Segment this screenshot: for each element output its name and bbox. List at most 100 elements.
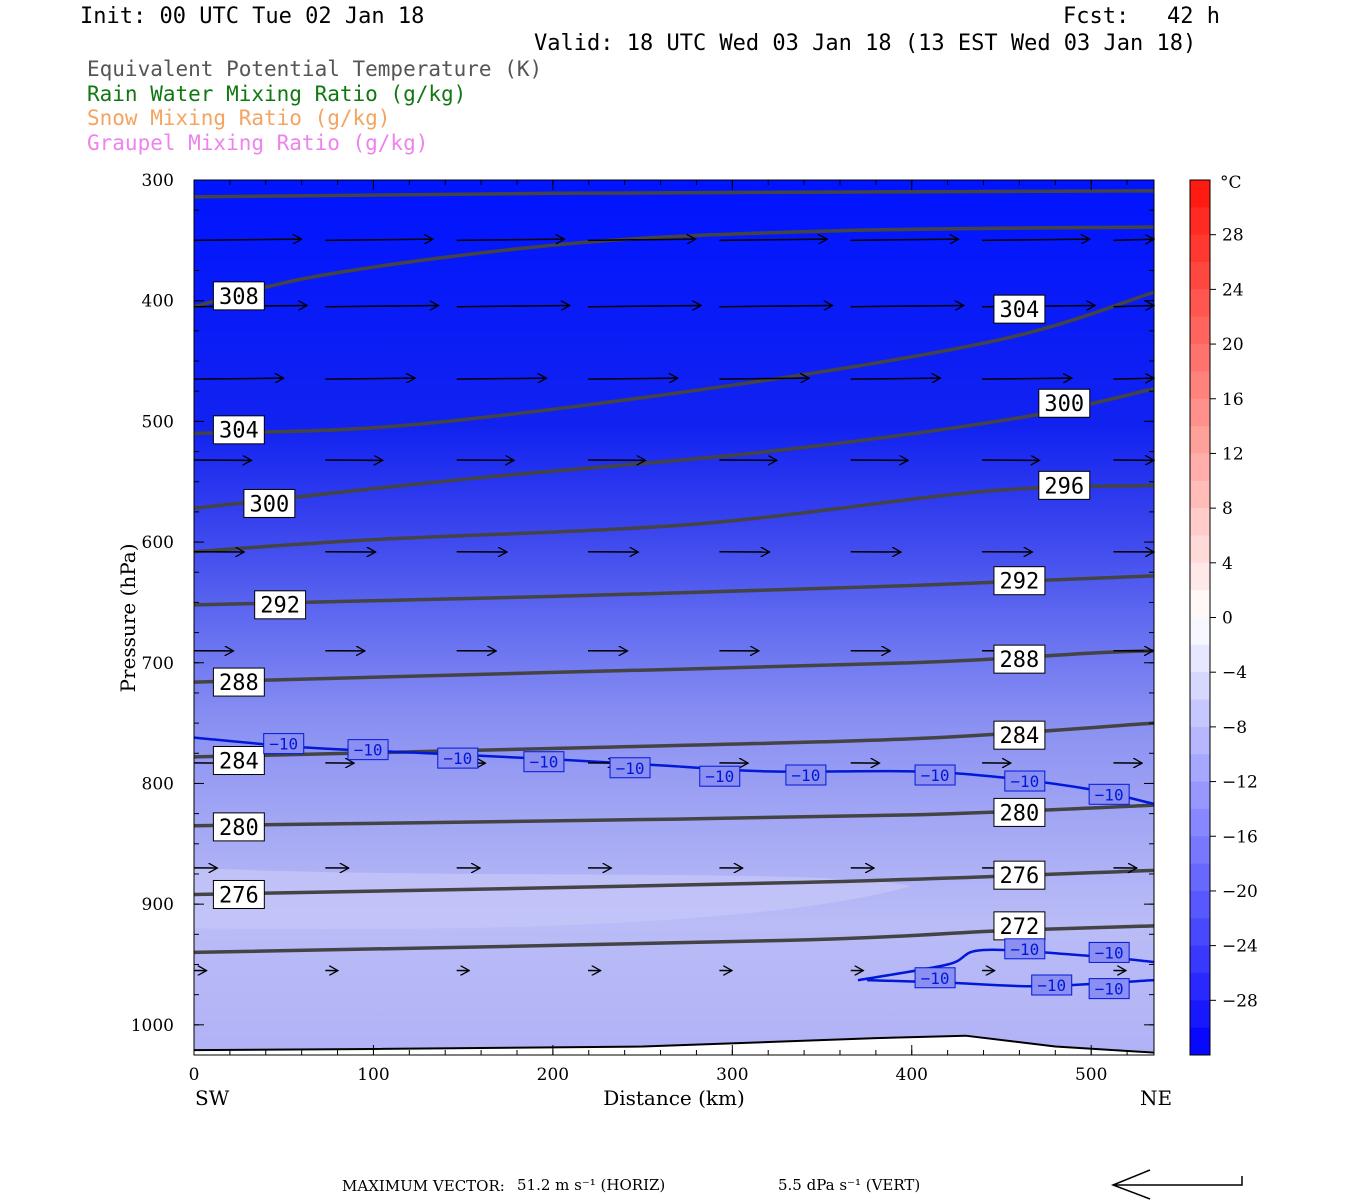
colorbar-step [1190,945,1210,974]
colorbar-tick-label: 0 [1222,609,1233,629]
colorbar-step [1190,316,1210,345]
wind-vector [850,305,964,306]
theta-e-line-296 [193,483,1155,554]
wind-vector [1113,239,1154,240]
colorbar-step [1190,890,1210,919]
theta-e-label-304-box [212,415,265,445]
wind-vector [456,378,547,379]
colorbar-tick-label: 12 [1222,444,1244,464]
theta-e-label-304: 304 [219,419,259,444]
y-tick-label: 900 [142,895,174,915]
colorbar-step [1190,781,1210,810]
y-tick-label: 500 [142,412,174,432]
wind-vector [1113,305,1154,306]
legend-theta-e: Equivalent Potential Temperature (K) [87,57,543,81]
wind-vector [193,239,302,240]
temp-label: −10 [921,766,950,785]
colorbar-step [1190,234,1210,263]
wind-vector [325,378,415,379]
x-tick-label: 500 [1075,1065,1107,1085]
wind-vector [325,305,438,306]
legend-graupel: Graupel Mixing Ratio (g/kg) [87,131,429,155]
x-tick-label: 300 [716,1065,748,1085]
x-tick-label: 200 [537,1065,569,1085]
max-vector-label: MAXIMUM VECTOR: [342,1177,505,1195]
temp-label-box [437,747,479,769]
wind-vector [456,305,570,306]
theta-e-label-284: 284 [219,749,259,774]
colorbar-step [1190,1027,1210,1056]
colorbar-step [1190,754,1210,783]
temp-label: −10 [921,969,950,988]
wind-vector [588,305,701,306]
colorbar-step [1190,590,1210,618]
wind-vector [456,239,565,240]
temp-label: −10 [705,767,734,786]
temp-label: −10 [616,759,645,778]
theta-e-label-272: 272 [1000,915,1040,940]
theta-e-label-304-right: 304 [1000,298,1040,323]
colorbar-step [1190,426,1210,454]
temp-label: −10 [1095,943,1124,962]
forecast-label: Fcst: [1063,4,1130,29]
forecast-hour: 42 h [1167,4,1220,29]
wind-vector [850,239,959,240]
colorbar-unit: °C [1220,173,1242,193]
temp-label-box [347,739,389,761]
temp-label: −10 [529,753,558,772]
plot-frame [193,179,1155,1056]
colorbar-step [1190,289,1210,318]
colorbar-step [1190,508,1210,536]
temp-label-box [785,764,827,786]
colorbar-step [1190,480,1210,509]
colorbar-step [1190,371,1210,400]
theta-e-line-top [193,189,1155,199]
colorbar-tick-label: −12 [1222,773,1258,793]
reference-arrow-head [1110,1169,1151,1200]
colorbar-step [1190,562,1210,591]
terrain [194,1035,1154,1055]
x-tick-label: 400 [896,1065,928,1085]
colorbar-tick-label: −24 [1222,937,1258,957]
temp-label: −10 [269,735,298,754]
colorbar-step [1190,726,1210,755]
theta-e-line-288 [193,648,1155,684]
theta-e-label-308-box [212,281,265,311]
colorbar-step [1190,617,1210,646]
wind-vector [588,378,678,379]
temp-label: −10 [354,741,383,760]
colorbar-step [1190,699,1210,728]
temp-label: −10 [1010,772,1039,791]
temp-label-box [1088,978,1130,1000]
colorbar-step [1190,836,1210,865]
wind-vector [982,239,1090,240]
max-vector-vert: 5.5 dPa s⁻¹ (VERT) [778,1176,921,1194]
theta-e-line-304 [193,290,1155,436]
colorbar-tick-label: −16 [1222,827,1258,847]
legend-snow: Snow Mixing Ratio (g/kg) [87,106,391,130]
theta-e-line-272 [193,924,1155,955]
colorbar-step [1190,808,1210,837]
theta-e-label-288-right: 288 [1000,648,1040,673]
y-tick-label: 700 [142,654,174,674]
temp-label-box [1004,770,1046,792]
temp-label-box [1088,941,1130,963]
colorbar-tick-label: 4 [1222,554,1233,574]
theta-e-label-276-right: 276 [1000,864,1040,889]
theta-e-label-288: 288 [219,671,259,696]
wind-vector [588,239,696,240]
theta-e-line-300 [193,387,1155,511]
colorbar-step [1190,863,1210,892]
theta-e-label-280-right-box [993,797,1046,827]
theta-e-label-300-right: 300 [1044,392,1084,417]
colorbar-step [1190,262,1210,290]
colorbar-tick-label: 28 [1222,226,1244,246]
theta-e-label-276-box [212,879,265,909]
temp-label: −10 [1010,940,1039,959]
x-left-label: SW [195,1086,230,1110]
temp-label-box [1031,974,1073,996]
colorbar-tick-label: −28 [1222,991,1258,1011]
init-time: Init: 00 UTC Tue 02 Jan 18 [80,4,425,29]
colorbar-step [1190,918,1210,947]
x-tick-label: 100 [357,1065,389,1085]
